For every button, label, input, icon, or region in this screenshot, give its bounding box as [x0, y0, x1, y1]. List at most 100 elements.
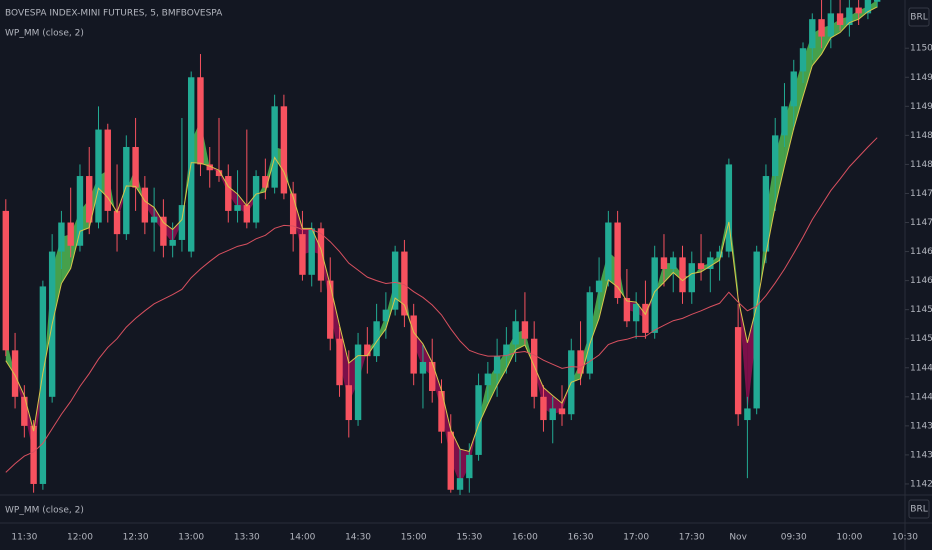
currency-button[interactable]: [908, 7, 930, 27]
candle-body: [707, 257, 714, 269]
x-tick-label: 13:00: [178, 533, 204, 543]
candle-body: [2, 210, 9, 351]
candle-body: [873, 0, 881, 2]
y-tick-label: 114600: [910, 276, 932, 286]
candle-body: [493, 356, 501, 374]
ma-band: [738, 289, 748, 412]
x-tick-label: 17:30: [679, 533, 705, 543]
y-tick-label: 114500: [910, 334, 932, 344]
candle-body: [484, 373, 492, 386]
candle-body: [836, 13, 844, 25]
candle-body: [299, 234, 306, 275]
candle-body: [725, 164, 733, 252]
candle-body: [716, 251, 723, 258]
x-tick-label: 15:30: [456, 533, 482, 543]
candle-body: [790, 71, 797, 107]
candle-body: [271, 106, 278, 188]
candle-body: [688, 263, 695, 293]
ma-band: [803, 33, 813, 97]
ma-band: [404, 283, 414, 345]
candle-body: [11, 350, 19, 397]
ma-line: [5, 137, 878, 473]
x-tick-label: 09:30: [781, 533, 807, 543]
y-tick-label: 114750: [910, 189, 932, 199]
candle-body: [521, 321, 529, 339]
candle-body: [345, 385, 352, 421]
candle-body: [317, 228, 325, 281]
candle-body: [30, 425, 37, 484]
y-tick-label: 114700: [910, 218, 932, 228]
ma-band: [784, 88, 794, 167]
candle-body: [558, 408, 566, 415]
candle-body: [160, 216, 167, 246]
candle-body: [132, 146, 139, 188]
x-tick-label: Nov: [729, 533, 747, 543]
candle-body: [438, 391, 445, 432]
candle-body: [327, 280, 334, 339]
currency-label[interactable]: BRL: [910, 13, 927, 23]
candle-body: [243, 205, 251, 223]
currency-button[interactable]: [908, 499, 930, 519]
candle-body: [623, 298, 631, 322]
candle-body: [762, 176, 770, 252]
ma-band: [181, 141, 192, 223]
candle-body: [336, 338, 343, 386]
y-tick-label: 114350: [910, 421, 932, 431]
candle-body: [466, 454, 473, 479]
candle-body: [39, 286, 47, 484]
y-tick-label: 114400: [910, 392, 932, 402]
candle-body: [651, 257, 658, 333]
candle-body: [197, 77, 204, 165]
y-tick-label: 114650: [910, 247, 932, 257]
candle-body: [21, 396, 28, 426]
candle-body: [373, 321, 380, 357]
candle-body: [58, 222, 65, 252]
x-tick-label: 10:00: [836, 533, 862, 543]
candle-body: [225, 176, 232, 211]
candle-body: [289, 193, 297, 235]
candle-body: [169, 239, 176, 246]
candle-body: [141, 187, 149, 223]
candle-body: [178, 205, 186, 240]
candle-body: [595, 280, 603, 293]
y-tick-label: 114450: [910, 363, 932, 373]
candle-body: [855, 7, 862, 14]
candle-body: [586, 292, 594, 374]
ma-band: [524, 330, 535, 368]
x-tick-label: 17:00: [623, 533, 649, 543]
chart-title: BOVESPA INDEX-MINI FUTURES, 5, BMFBOVESP…: [5, 9, 223, 19]
candle-body: [475, 385, 482, 455]
candle-body: [429, 361, 436, 392]
candle-body: [252, 176, 260, 223]
y-tick-label: 114800: [910, 160, 932, 170]
y-tick-label: 114950: [910, 73, 932, 83]
candle-body: [846, 7, 853, 25]
x-tick-label: 14:30: [345, 533, 371, 543]
x-tick-label: 16:30: [568, 533, 594, 543]
candle-body: [354, 344, 362, 421]
y-tick-label: 114900: [910, 102, 932, 112]
candle-body: [744, 408, 751, 421]
candle-body: [549, 408, 556, 421]
y-tick-label: 114850: [910, 131, 932, 141]
candle-body: [734, 327, 742, 415]
x-tick-label: 11:30: [11, 533, 37, 543]
ma-band: [775, 120, 785, 207]
candle-body: [632, 303, 640, 322]
candle-body: [660, 257, 668, 269]
candle-body: [382, 309, 390, 322]
candle-body: [827, 13, 835, 37]
y-tick-label: 114250: [910, 479, 932, 489]
ma-band: [487, 364, 498, 405]
candle-body: [410, 315, 417, 374]
candle-body: [670, 257, 677, 269]
candle-body: [308, 228, 315, 275]
candle-body: [577, 350, 584, 374]
candle-body: [401, 251, 408, 316]
currency-label[interactable]: BRL: [910, 505, 927, 515]
candle-body: [95, 129, 102, 223]
ma-band: [793, 59, 804, 129]
candle-body: [753, 251, 760, 409]
candle-body: [419, 361, 427, 374]
